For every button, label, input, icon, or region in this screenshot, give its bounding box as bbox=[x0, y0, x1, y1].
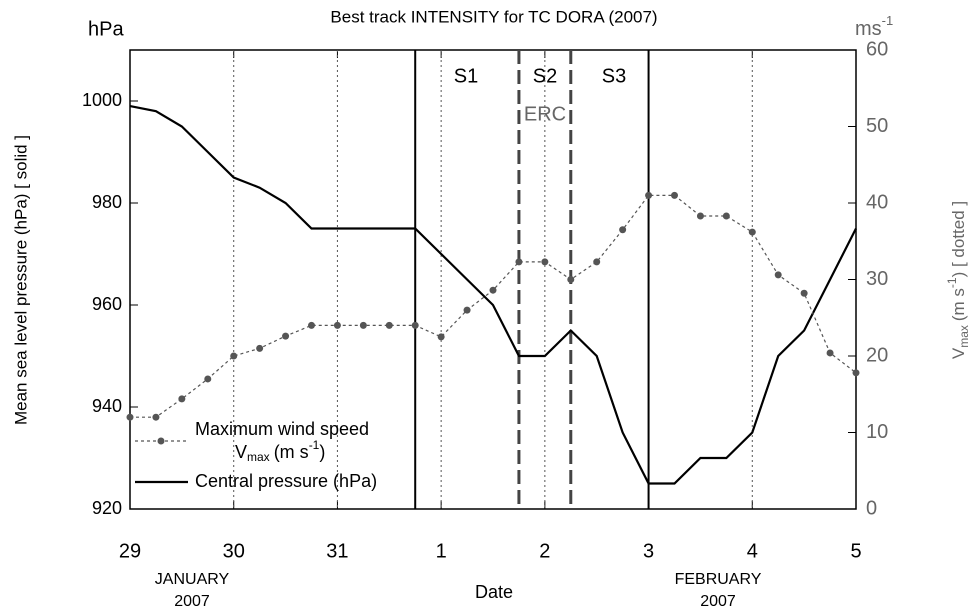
y2-axis-label: Vmax(m s-1) [ dotted ] bbox=[945, 201, 971, 359]
year-label: 2007 bbox=[700, 593, 736, 610]
y-tick-label: 940 bbox=[92, 396, 122, 416]
x-tick-label: 2 bbox=[539, 540, 550, 562]
point bbox=[800, 289, 808, 297]
point bbox=[204, 375, 212, 383]
plot-frame bbox=[129, 49, 857, 510]
point bbox=[437, 333, 445, 341]
point bbox=[619, 226, 627, 234]
y2-tick-label: 20 bbox=[866, 344, 888, 366]
year-label: 2007 bbox=[174, 593, 210, 610]
chart-title: Best track INTENSITY for TC DORA (2007) bbox=[330, 7, 657, 26]
point bbox=[256, 344, 264, 352]
point bbox=[515, 258, 523, 266]
x-tick-label: 3 bbox=[643, 540, 654, 562]
x-tick-label: 1 bbox=[436, 540, 447, 562]
point bbox=[385, 321, 393, 329]
point bbox=[774, 271, 782, 279]
point bbox=[645, 191, 653, 199]
point bbox=[722, 212, 730, 220]
y2-tick-label: 10 bbox=[866, 421, 888, 443]
y2-tick-label: 50 bbox=[866, 115, 888, 137]
point bbox=[671, 191, 678, 199]
point bbox=[696, 212, 704, 220]
y-unit: hPa bbox=[88, 18, 124, 40]
y-axis-label: Mean sea level pressure (hPa) [ solid ] bbox=[11, 135, 30, 425]
x-tick-label: 29 bbox=[119, 540, 141, 562]
point bbox=[463, 306, 471, 314]
point bbox=[178, 395, 186, 403]
y-tick-label: 1000 bbox=[82, 90, 122, 110]
point bbox=[411, 321, 419, 329]
y-tick-label: 920 bbox=[92, 498, 122, 518]
legend-label-part: V bbox=[235, 442, 247, 462]
legend-label-part: -1 bbox=[309, 438, 320, 452]
point bbox=[308, 321, 315, 329]
y2-tick-label: 60 bbox=[866, 38, 888, 60]
point bbox=[282, 332, 290, 340]
x-tick-label: 30 bbox=[223, 540, 245, 562]
annotation: ERC bbox=[524, 103, 566, 125]
point bbox=[748, 228, 756, 236]
x-tick-label: 31 bbox=[326, 540, 348, 562]
legend-label-part: max bbox=[247, 450, 270, 464]
point bbox=[333, 321, 341, 329]
annotation: S1 bbox=[454, 65, 478, 87]
legend-label: Central pressure (hPa) bbox=[195, 471, 377, 491]
point bbox=[852, 369, 860, 377]
point bbox=[826, 349, 834, 357]
y2-unit: ms-1 bbox=[855, 13, 893, 40]
legend-label-part: ) bbox=[319, 442, 325, 462]
y2-tick-label: 30 bbox=[866, 268, 888, 290]
legend-label: Vmax (m s-1) bbox=[235, 438, 325, 464]
point bbox=[152, 413, 160, 421]
legend-marker bbox=[157, 437, 165, 445]
y2-tick-label: 40 bbox=[866, 191, 888, 213]
point bbox=[126, 413, 134, 421]
point bbox=[541, 258, 549, 266]
point bbox=[593, 258, 601, 266]
x-axis-label: Date bbox=[475, 582, 513, 602]
x-tick-label: 4 bbox=[747, 540, 758, 562]
y-tick-label: 980 bbox=[92, 192, 122, 212]
month-label: FEBRUARY bbox=[675, 571, 762, 588]
point bbox=[230, 352, 238, 360]
point bbox=[489, 286, 497, 294]
x-tick-label: 5 bbox=[850, 540, 861, 562]
legend-label-part: (m s bbox=[274, 442, 309, 462]
point bbox=[567, 276, 575, 283]
annotation: S3 bbox=[602, 65, 626, 87]
y2-tick-label: 0 bbox=[866, 497, 877, 519]
legend-label: Maximum wind speed bbox=[195, 419, 369, 439]
y-tick-label: 960 bbox=[92, 294, 122, 314]
series-line bbox=[129, 105, 857, 485]
point bbox=[359, 321, 367, 329]
month-label: JANUARY bbox=[155, 571, 230, 588]
